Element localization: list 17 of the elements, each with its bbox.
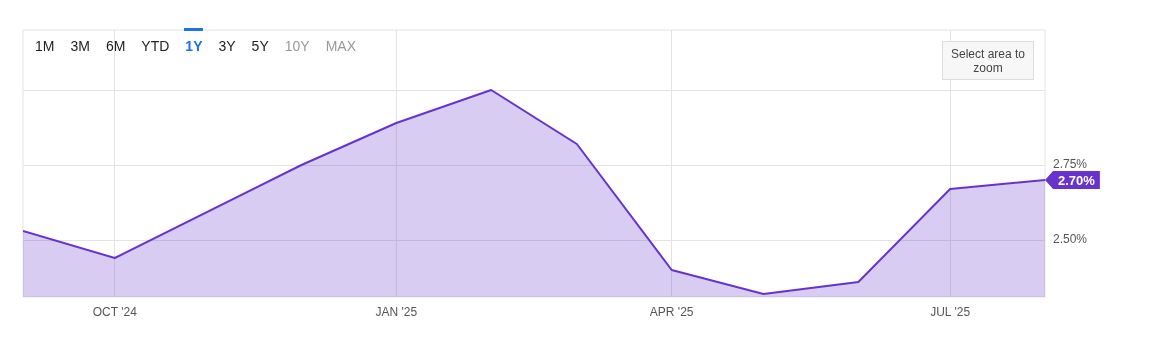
x-tick-label: JAN '25 — [375, 304, 418, 319]
annotation: 5Y — [250, 37, 270, 56]
annotation: 1Y — [177, 36, 211, 56]
annotation: 3Y — [217, 37, 237, 56]
annotation: 6M — [104, 37, 127, 56]
annotation: 1M — [34, 37, 56, 56]
annotation: Select area to zoom — [942, 41, 1034, 80]
x-tick-label: APR '25 — [649, 304, 694, 319]
x-tick-label: OCT '24 — [92, 304, 138, 319]
y-tick-label: 2.75% — [1053, 157, 1088, 172]
annotation: YTD — [140, 37, 171, 56]
x-tick-label: JUL '25 — [930, 304, 971, 319]
data-label: 2.70% — [1058, 172, 1096, 188]
annotation: MAX — [324, 37, 357, 56]
annotation: 3M — [69, 37, 91, 56]
y-tick-label: 2.50% — [1053, 232, 1088, 247]
annotation: 10Y — [283, 37, 311, 56]
